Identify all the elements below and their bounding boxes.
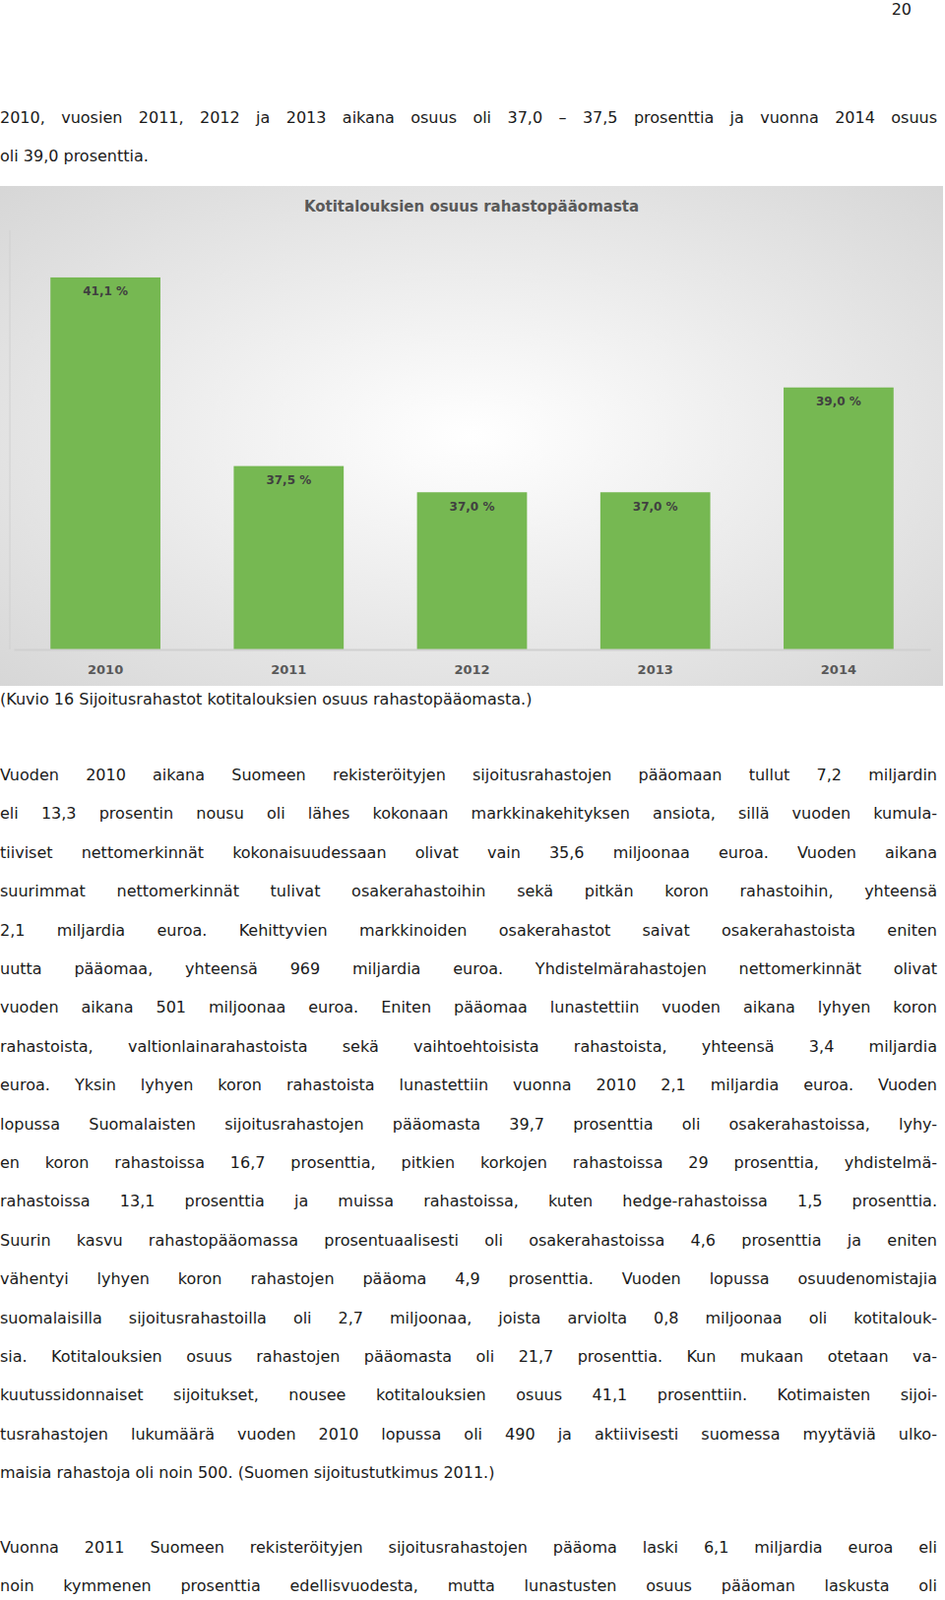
text-line: tusrahastojen lukumäärä vuoden 2010 lopu… [0, 1415, 938, 1455]
text-line: sia. Kotitalouksien osuus rahastojen pää… [0, 1337, 938, 1378]
chart: Kotitalouksien osuus rahastopääomasta 201… [0, 186, 944, 687]
text-line: suurimmat nettomerkinnät tulivat osakera… [0, 872, 938, 912]
bar [600, 492, 711, 650]
x-tick-label: 2014 [820, 662, 857, 678]
text-line: eli 13,3 prosentin nousu oli lähes kokon… [0, 794, 938, 834]
bar [233, 466, 344, 650]
x-tick: 2012 [453, 649, 490, 678]
text-line: suomalaisilla sijoitusrahastoilla oli 2,… [0, 1299, 938, 1339]
bar [783, 387, 894, 650]
text-line: 2010, vuosien 2011, 2012 ja 2013 aikana … [0, 98, 938, 138]
page-number: 20 [891, 0, 912, 20]
text-line: kuutussidonnaiset sijoitukset, nousee ko… [0, 1376, 938, 1416]
text-line: en koron rahastoissa 16,7 prosenttia, pi… [0, 1143, 938, 1184]
x-tick: 2013 [637, 649, 674, 678]
text-line: euroa. Yksin lyhyen koron rahastoista lu… [0, 1066, 938, 1106]
data-label: 37,5 % [265, 473, 312, 488]
text-line: 2,1 miljardia euroa. Kehittyvien markkin… [0, 911, 938, 951]
text-line: Vuoden 2010 aikana Suomeen rekisteröityj… [0, 756, 938, 796]
bar [417, 492, 528, 650]
text-line: Vuonna 2011 Suomeen rekisteröityjen sijo… [0, 1528, 938, 1569]
chart-background [0, 186, 944, 687]
data-label: 39,0 % [816, 394, 862, 409]
x-tick-label: 2010 [87, 662, 124, 678]
y-axis-line [9, 230, 11, 650]
text-line: lopussa Suomalaisten sijoitusrahastojen … [0, 1105, 938, 1145]
x-tick-label: 2011 [270, 662, 307, 678]
x-axis-line [14, 649, 932, 652]
text-line: rahastoissa 13,1 prosenttia ja muissa ra… [0, 1182, 938, 1222]
text-line: noin kymmenen prosenttia edellisvuodesta… [0, 1567, 938, 1600]
bar [50, 277, 161, 650]
chart-title: Kotitalouksien osuus rahastopääomasta [304, 197, 639, 216]
text-line: uutta pääomaa, yhteensä 969 miljardia eu… [0, 949, 938, 990]
data-label: 37,0 % [449, 500, 496, 514]
figure-caption: (Kuvio 16 Sijoitusrahastot kotitalouksie… [0, 688, 532, 712]
data-label: 41,1 % [82, 284, 128, 299]
text-line: maisia rahastoja oli noin 500. (Suomen s… [0, 1453, 938, 1494]
text-line: Suurin kasvu rahastopääomassa prosentuaa… [0, 1221, 938, 1261]
text-line: oli 39,0 prosenttia. [0, 136, 938, 177]
bars [50, 277, 894, 650]
text-line: vähentyi lyhyen koron rahastojen pääoma … [0, 1260, 938, 1300]
text-line: vuoden aikana 501 miljoonaa euroa. Enite… [0, 988, 938, 1028]
x-axis: 2010 2011 2012 2013 2014 [14, 649, 932, 678]
x-tick: 2011 [270, 649, 307, 678]
x-tick: 2014 [820, 649, 857, 678]
text-line: rahastoista, valtionlainarahastoista sek… [0, 1027, 938, 1068]
x-tick: 2010 [87, 649, 124, 678]
x-tick-label: 2013 [637, 662, 674, 678]
x-tick-label: 2012 [453, 662, 490, 678]
text-line: tiiviset nettomerkinnät kokonaisuudessaa… [0, 833, 938, 874]
data-labels: 41,1 % 37,5 % 37,0 % 37,0 % 39,0 % [82, 284, 862, 513]
data-label: 37,0 % [632, 500, 679, 514]
